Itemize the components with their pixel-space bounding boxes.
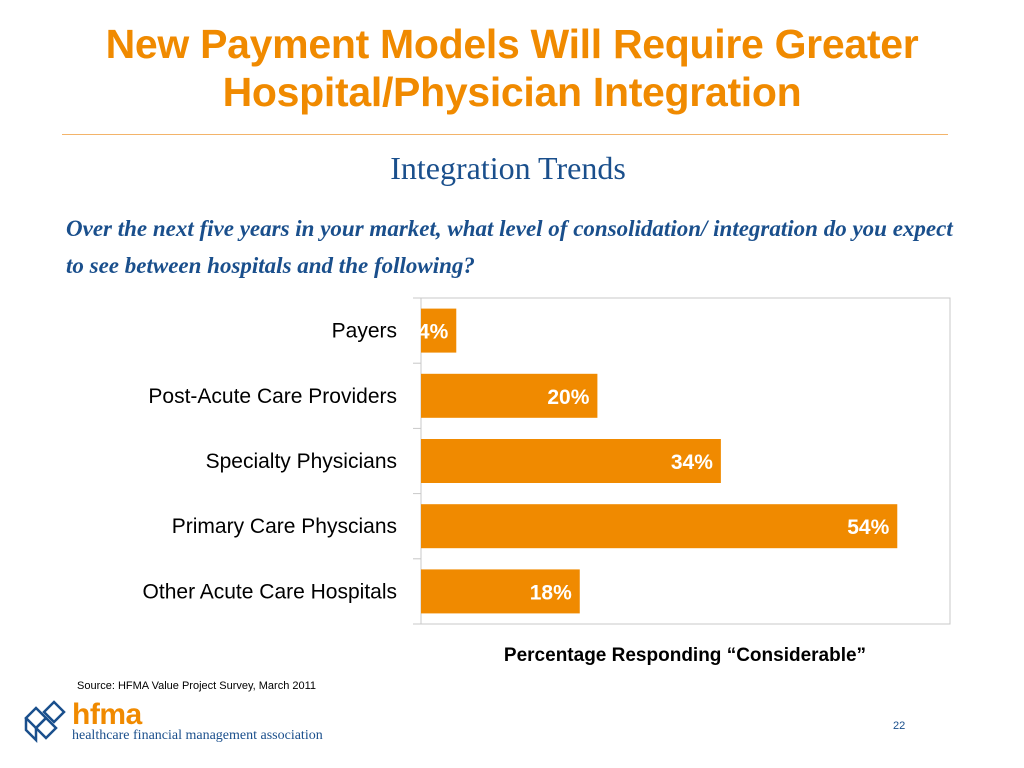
category-label: Specialty Physicians xyxy=(206,450,397,473)
hfma-logo: hfma healthcare financial management ass… xyxy=(22,698,342,748)
data-label: 18% xyxy=(530,581,572,604)
logo-tagline: healthcare financial management associat… xyxy=(72,728,323,743)
data-label: 34% xyxy=(671,451,713,474)
bar xyxy=(421,569,580,614)
bar-chart: Payers 4% Post-Acute Care Providers 20% Spec… xyxy=(143,297,951,625)
category-label: Post-Acute Care Providers xyxy=(148,385,397,408)
bar xyxy=(421,308,457,353)
category-label: Payers xyxy=(332,320,397,343)
survey-question: Over the next five years in your market,… xyxy=(66,216,953,278)
source-note: Source: HFMA Value Project Survey, March… xyxy=(77,680,317,692)
bar xyxy=(421,439,721,483)
data-label: 54% xyxy=(847,516,889,539)
x-axis-label: Percentage Responding “Considerable” xyxy=(503,645,867,666)
category-label: Primary Care Physcians xyxy=(172,515,397,538)
bar xyxy=(421,504,898,549)
page-number: 22 xyxy=(893,720,906,732)
category-label: Other Acute Care Hospitals xyxy=(143,580,397,603)
slide-subtitle: Integration Trends xyxy=(390,150,626,186)
slide-title: New Payment Models Will Require Greater … xyxy=(105,21,919,115)
data-label: 20% xyxy=(547,386,589,409)
data-label: 4% xyxy=(418,321,449,344)
title-divider xyxy=(62,134,948,135)
hfma-cube-logo-icon xyxy=(24,700,66,744)
logo-wordmark: hfma xyxy=(72,698,142,731)
bar xyxy=(421,373,598,418)
